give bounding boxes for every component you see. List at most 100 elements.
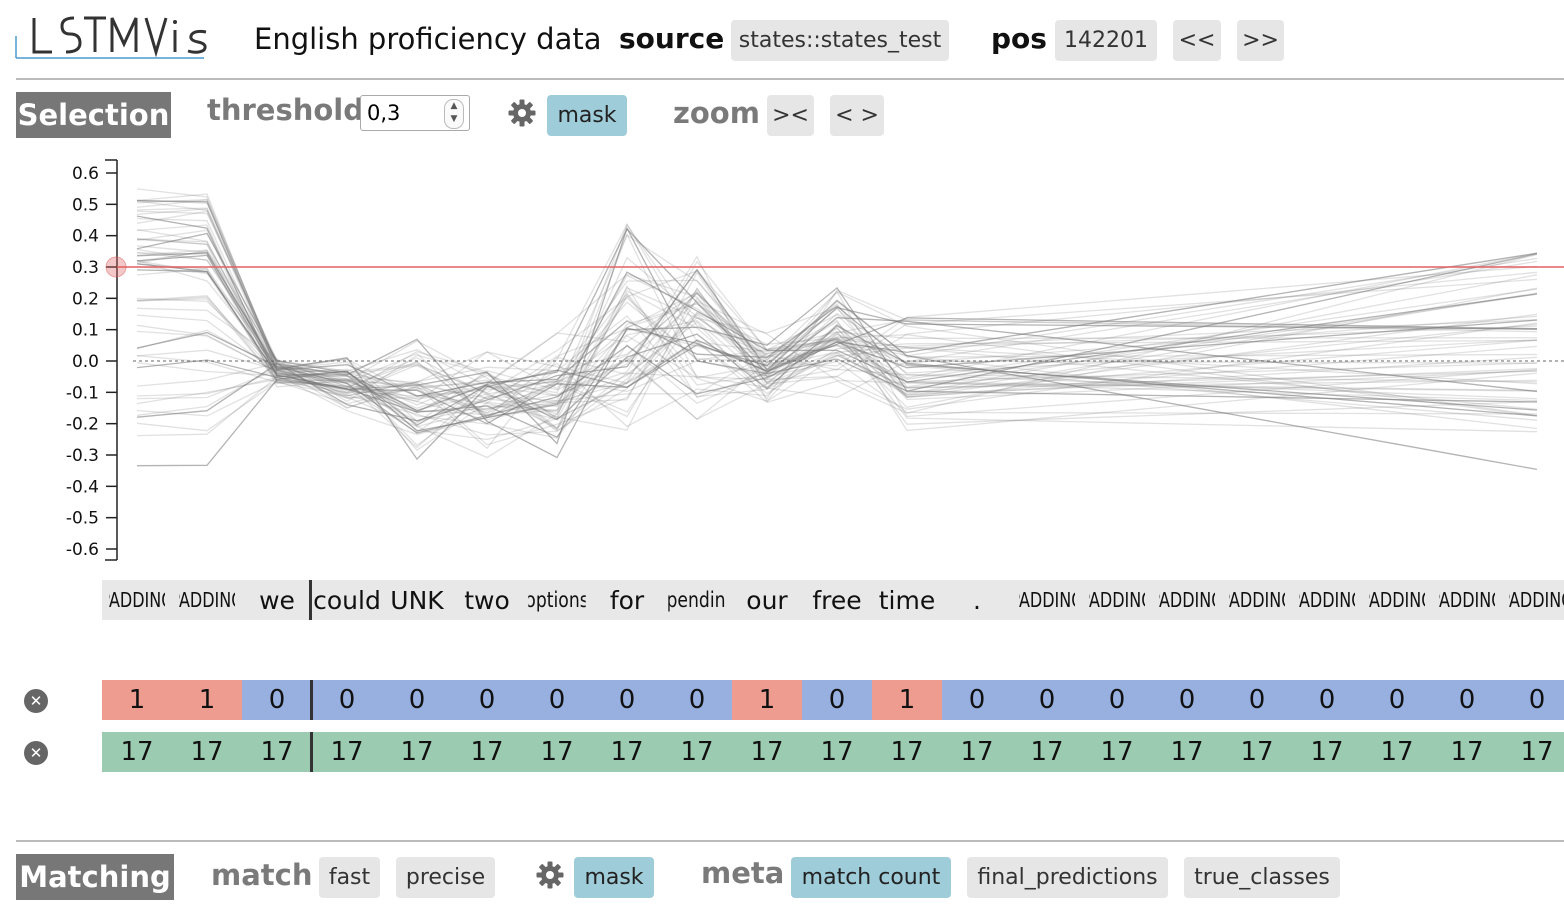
state-line[interactable]: [136, 287, 1538, 446]
state-line[interactable]: [136, 269, 1538, 438]
state-line[interactable]: [136, 268, 1538, 428]
prediction-cell: 0: [1152, 680, 1222, 720]
word-token[interactable]: options: [528, 588, 586, 612]
match-precise-button[interactable]: precise: [396, 857, 495, 898]
state-line[interactable]: [136, 224, 1538, 403]
word-token[interactable]: PADDING: [1019, 588, 1075, 612]
state-line[interactable]: [136, 296, 1538, 400]
state-line[interactable]: [136, 198, 1538, 447]
state-line[interactable]: [136, 251, 1538, 420]
state-line[interactable]: [136, 315, 1538, 414]
state-line[interactable]: [136, 292, 1538, 432]
zoom-out-button[interactable]: < >: [830, 95, 884, 136]
state-line[interactable]: [136, 296, 1538, 436]
state-line[interactable]: [136, 292, 1538, 419]
position-marker: [310, 680, 313, 720]
word-token[interactable]: spending: [668, 588, 726, 612]
state-line[interactable]: [136, 249, 1538, 429]
state-line[interactable]: [136, 265, 1538, 405]
pos-value[interactable]: 142201: [1055, 20, 1157, 61]
selection-gear-icon[interactable]: [507, 98, 537, 128]
threshold-stepper[interactable]: ▲ ▼: [444, 99, 464, 129]
state-line[interactable]: [136, 292, 1538, 397]
state-line[interactable]: [136, 238, 1538, 397]
state-line[interactable]: [136, 215, 1538, 426]
word-token[interactable]: two: [464, 585, 510, 615]
state-line[interactable]: [136, 252, 1538, 461]
source-selector[interactable]: states::states_test: [731, 20, 949, 61]
word-token[interactable]: PADDING: [1369, 588, 1425, 612]
matching-mask-toggle[interactable]: mask: [574, 857, 654, 898]
word-token[interactable]: PADDING: [109, 588, 165, 612]
state-line[interactable]: [136, 199, 1538, 418]
state-line[interactable]: [136, 207, 1538, 415]
state-line[interactable]: [136, 226, 1538, 445]
meta-match-count-button[interactable]: match count: [791, 857, 951, 898]
state-line[interactable]: [136, 223, 1538, 450]
state-line[interactable]: [136, 268, 1538, 422]
state-line[interactable]: [136, 319, 1538, 416]
state-line[interactable]: [136, 260, 1538, 431]
word-token[interactable]: our: [746, 585, 788, 615]
state-line[interactable]: [136, 260, 1538, 432]
word-token[interactable]: .: [973, 585, 981, 615]
state-line-chart[interactable]: 0.6 0.5 0.4 0.3 0.2 0.1 0.0 -0.1 -0.2 -0.3 -0.4 -0.…: [0, 150, 1564, 570]
word-token[interactable]: we: [259, 585, 295, 615]
state-line[interactable]: [136, 223, 1538, 423]
state-line[interactable]: [136, 199, 1538, 420]
state-line[interactable]: [136, 260, 1538, 437]
word-token[interactable]: PADDING: [1509, 588, 1564, 612]
y-tick-label: -0.5: [66, 509, 99, 529]
word-token[interactable]: for: [609, 585, 645, 615]
y-tick-label: 0.1: [72, 321, 99, 341]
remove-meta-row-2-icon[interactable]: ✕: [24, 741, 48, 765]
state-line[interactable]: [136, 256, 1538, 433]
class-cell: 17: [1082, 732, 1152, 772]
state-line[interactable]: [136, 339, 1538, 441]
zoom-in-button[interactable]: ><: [767, 95, 814, 136]
state-line[interactable]: [136, 252, 1538, 434]
state-line[interactable]: [136, 287, 1538, 431]
meta-true-classes-button[interactable]: true_classes: [1184, 857, 1340, 898]
match-fast-button[interactable]: fast: [319, 857, 380, 898]
state-line[interactable]: [136, 234, 1538, 398]
matching-gear-icon[interactable]: [535, 860, 565, 890]
state-line[interactable]: [136, 200, 1538, 411]
word-token[interactable]: PADDING: [1159, 588, 1215, 612]
threshold-handle[interactable]: [105, 256, 127, 278]
state-line[interactable]: [136, 255, 1538, 413]
word-token[interactable]: could: [313, 585, 381, 615]
meta-final-predictions-button[interactable]: final_predictions: [967, 857, 1168, 898]
selection-mask-toggle[interactable]: mask: [547, 95, 627, 136]
state-line[interactable]: [136, 208, 1538, 425]
state-line[interactable]: [136, 238, 1538, 413]
state-line[interactable]: [136, 249, 1538, 419]
prev-position-button[interactable]: <<: [1173, 20, 1221, 61]
state-lines[interactable]: [136, 188, 1538, 471]
state-line[interactable]: [136, 259, 1538, 430]
word-token[interactable]: PADDING: [179, 588, 235, 612]
state-line[interactable]: [136, 300, 1538, 399]
state-line[interactable]: [136, 193, 1538, 436]
position-marker: [310, 732, 313, 772]
word-token[interactable]: PADDING: [1299, 588, 1355, 612]
state-line[interactable]: [136, 210, 1538, 452]
word-token[interactable]: UNK: [390, 585, 444, 615]
word-token[interactable]: PADDING: [1229, 588, 1285, 612]
state-line[interactable]: [136, 252, 1538, 439]
state-line[interactable]: [136, 298, 1538, 421]
word-token[interactable]: time: [878, 585, 936, 615]
word-token[interactable]: free: [812, 585, 862, 615]
state-line[interactable]: [136, 210, 1538, 406]
word-token[interactable]: PADDING: [1439, 588, 1495, 612]
word-token[interactable]: PADDING: [1089, 588, 1145, 612]
state-line[interactable]: [136, 312, 1538, 434]
state-line[interactable]: [136, 227, 1538, 412]
next-position-button[interactable]: >>: [1237, 20, 1284, 61]
state-line[interactable]: [136, 228, 1538, 419]
remove-meta-row-1-icon[interactable]: ✕: [24, 689, 48, 713]
state-line[interactable]: [136, 251, 1538, 459]
state-line[interactable]: [136, 229, 1538, 421]
state-line[interactable]: [136, 265, 1538, 420]
state-line[interactable]: [136, 245, 1538, 429]
